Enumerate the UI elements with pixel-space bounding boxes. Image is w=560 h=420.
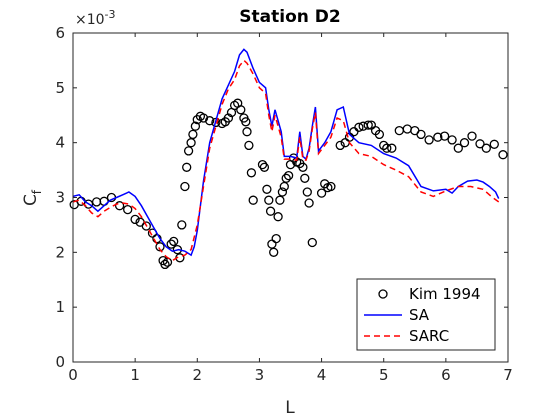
data-point (246, 168, 257, 178)
legend-marker-kim (378, 289, 388, 299)
data-point (264, 195, 274, 205)
data-point (177, 220, 187, 230)
legend-label-kim: Kim 1994 (409, 285, 481, 303)
data-point (281, 173, 291, 183)
data-point (283, 170, 294, 181)
data-point (363, 120, 373, 130)
data-point (275, 195, 285, 205)
data-point (265, 206, 276, 216)
data-point (382, 143, 392, 153)
data-point (223, 113, 234, 123)
data-point (498, 150, 508, 160)
y-tick-label: 6 (55, 24, 65, 42)
data-point (244, 140, 254, 151)
x-tick-label: 0 (68, 366, 78, 384)
data-point (277, 187, 288, 197)
data-point (424, 135, 434, 145)
data-point (416, 129, 426, 140)
data-point (130, 214, 140, 225)
x-axis-title: L (285, 398, 295, 418)
y-multiplier-exponent: -3 (105, 8, 116, 21)
legend-label-sarc: SARC (409, 327, 449, 345)
data-point (379, 140, 389, 151)
series-line-sa (72, 48, 500, 257)
data-point (326, 181, 336, 192)
data-point (188, 129, 198, 140)
data-point (335, 140, 345, 151)
y-tick-labels: 0 1 2 3 4 5 6 (55, 24, 65, 371)
data-point (447, 135, 457, 145)
data-point (141, 221, 151, 231)
x-tick-label: 3 (255, 366, 265, 384)
data-point (248, 195, 258, 205)
data-point (123, 204, 133, 215)
data-point (166, 239, 176, 249)
data-point (307, 237, 317, 248)
data-point (467, 131, 477, 141)
data-point (186, 138, 196, 148)
y-axis-title: Cf (21, 189, 44, 206)
data-point (183, 146, 194, 156)
x-tick-label: 6 (441, 366, 451, 384)
x-tick-label: 2 (193, 366, 203, 384)
series-line-sarc (72, 59, 500, 262)
y-tick-label: 0 (55, 353, 65, 371)
data-point (241, 117, 251, 127)
y-tick-label: 4 (55, 134, 65, 152)
series-kim-1994 (69, 98, 508, 270)
data-point (489, 139, 499, 149)
data-point (160, 259, 170, 270)
axes-box (72, 32, 509, 363)
x-tick-label: 7 (503, 366, 513, 384)
data-point (242, 127, 252, 137)
data-point (433, 132, 443, 142)
data-point (459, 138, 470, 148)
data-point (262, 184, 272, 194)
y-tick-label: 5 (55, 79, 65, 97)
series-layer (69, 48, 508, 270)
y-multiplier-base: ×10 (75, 12, 105, 28)
data-point (374, 129, 385, 140)
data-point (257, 159, 268, 170)
x-tick-label: 4 (317, 366, 327, 384)
data-point (180, 181, 190, 192)
y-tick-label: 1 (55, 298, 65, 316)
x-tick-label: 5 (379, 366, 389, 384)
data-point (354, 122, 364, 132)
data-point (453, 143, 463, 153)
y-axis-title-sub: f (30, 189, 44, 194)
data-point (205, 116, 215, 126)
data-point (300, 173, 310, 183)
data-point (190, 121, 201, 131)
data-point (182, 162, 192, 172)
x-tick-labels: 0 1 2 3 4 5 6 7 (68, 366, 513, 384)
chart-title: Station D2 (239, 7, 340, 27)
legend-label-sa: SA (409, 306, 430, 324)
data-point (475, 139, 485, 149)
data-point (169, 236, 179, 247)
y-axis-title-main: C (21, 194, 41, 206)
data-point (269, 247, 279, 257)
y-multiplier: ×10-3 (75, 8, 116, 28)
data-point (271, 233, 281, 244)
data-point (304, 198, 314, 208)
data-point (316, 188, 327, 198)
data-point (259, 162, 270, 172)
x-tick-label: 1 (130, 366, 140, 384)
data-point (236, 105, 246, 115)
data-point (298, 162, 308, 172)
legend: Kim 1994 SA SARC (356, 278, 496, 351)
data-point (273, 212, 283, 222)
data-point (387, 143, 397, 153)
y-tick-label: 3 (55, 189, 65, 207)
data-point (198, 113, 209, 123)
data-point (439, 131, 450, 141)
data-point (114, 201, 125, 211)
data-point (302, 187, 312, 197)
data-point (155, 242, 165, 252)
y-tick-label: 2 (55, 243, 65, 261)
data-point (481, 143, 491, 153)
